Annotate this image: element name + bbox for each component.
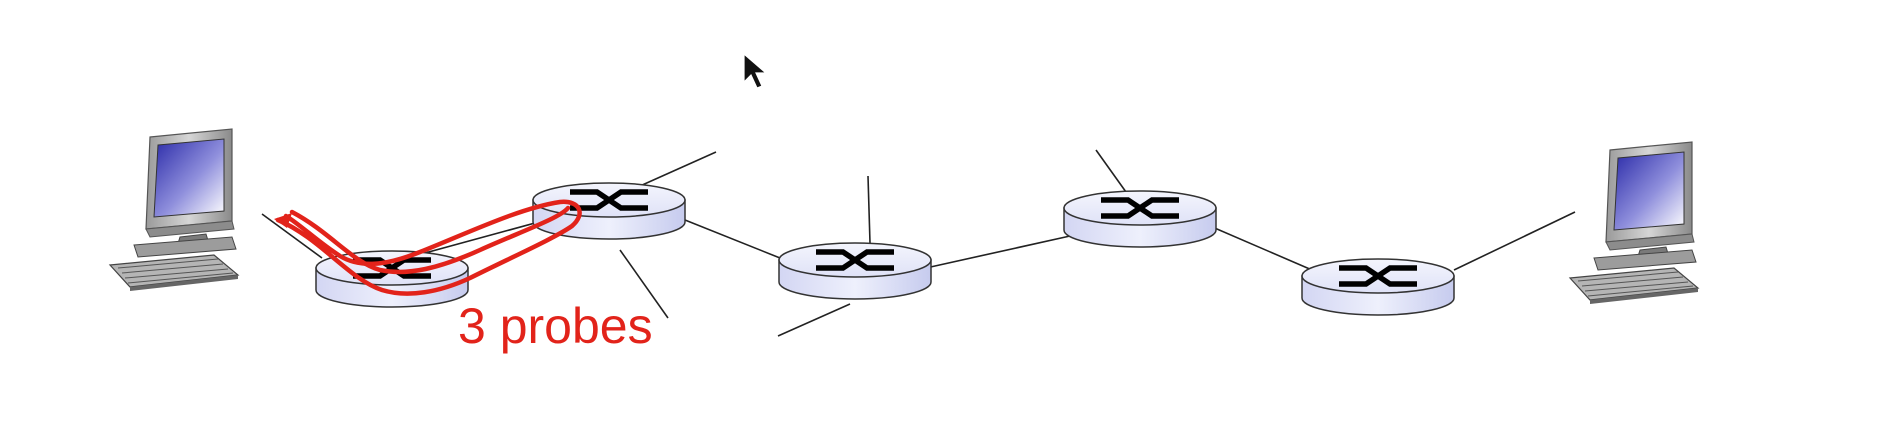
router-icon (533, 183, 685, 239)
router-icon (779, 243, 931, 299)
probe-path-outer (275, 199, 582, 296)
router-icon (1064, 191, 1216, 247)
link-router-4-stub-up (1095, 149, 1127, 193)
probe-count-label: 3 probes (458, 298, 653, 354)
probe-path-inner (289, 205, 571, 275)
link-router-2-to-router-3 (679, 217, 791, 263)
link-router-5-to-host (1453, 211, 1576, 271)
probe-arrowhead (274, 213, 292, 228)
link-router-2-stub-up (639, 151, 717, 187)
router-icon (1302, 259, 1454, 315)
link-host-to-router-1 (261, 213, 323, 259)
link-router-2-stub-down (619, 249, 669, 319)
source-host-icon (109, 128, 239, 292)
probe-paths (274, 199, 582, 296)
mouse-pointer-icon (743, 52, 768, 89)
link-router-3-stub-up (867, 175, 871, 244)
link-router-4-to-router-5 (1209, 225, 1313, 271)
destination-host-icon (1569, 141, 1699, 305)
link-router-3-stub-down (777, 303, 851, 337)
link-router-3-to-router-4 (925, 235, 1071, 269)
